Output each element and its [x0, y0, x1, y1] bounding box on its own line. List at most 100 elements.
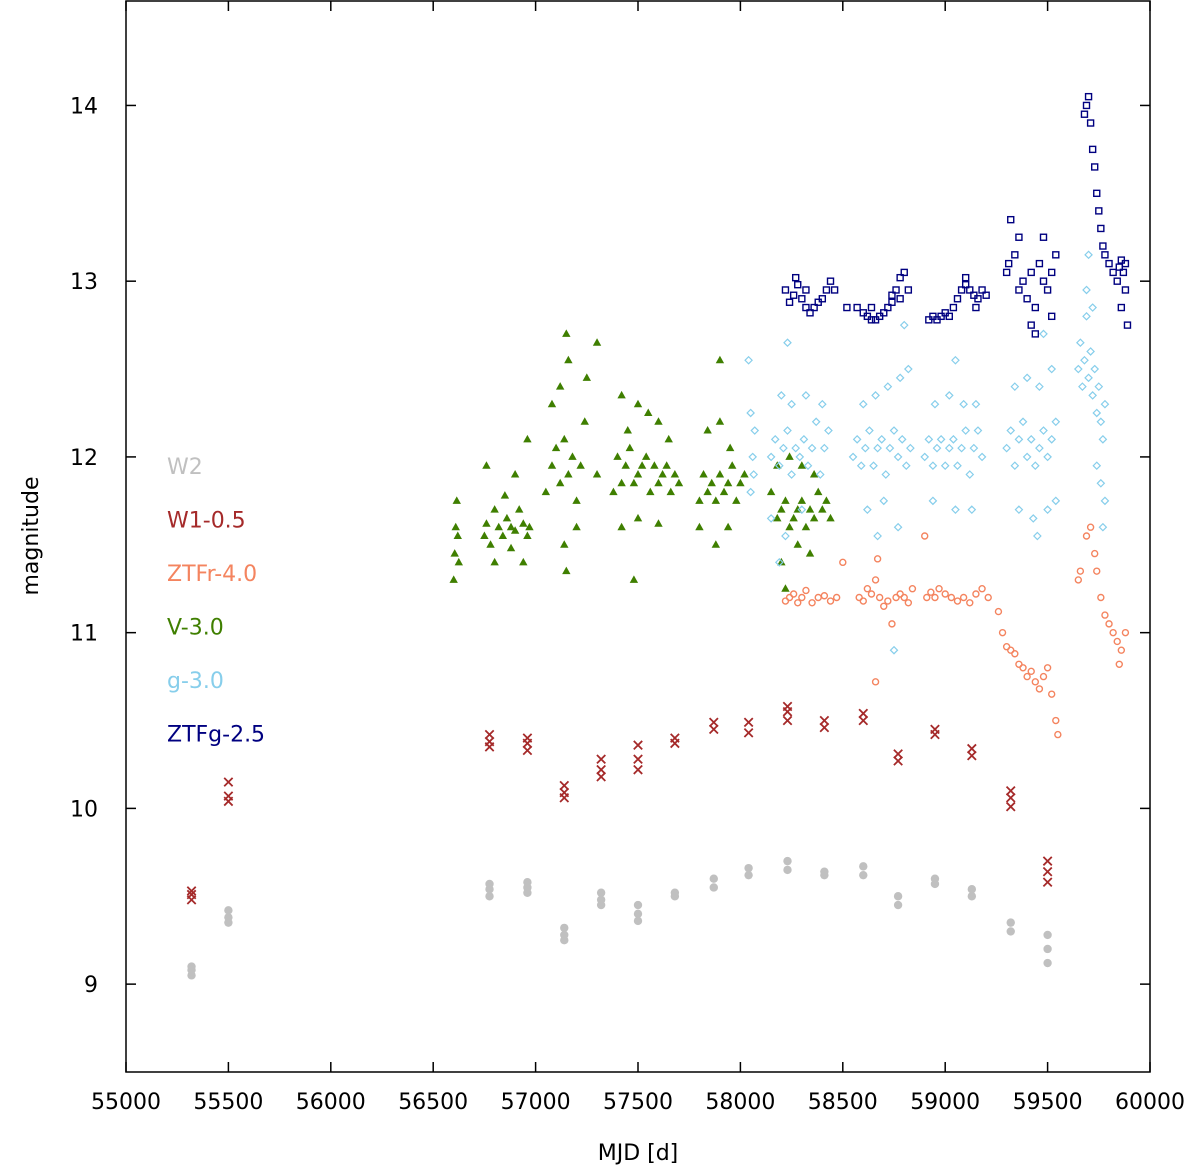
- data-point: [1039, 329, 1048, 339]
- data-point: [781, 496, 790, 504]
- data-point: [930, 724, 940, 735]
- data-point: [1042, 866, 1053, 877]
- data-point: [486, 540, 495, 548]
- data-point: [799, 434, 809, 444]
- data-point: [555, 478, 565, 487]
- data-point: [1023, 672, 1031, 681]
- data-point: [1105, 620, 1113, 628]
- data-point: [787, 399, 796, 409]
- data-point: [888, 298, 896, 306]
- data-point: [903, 364, 913, 374]
- data-point: [547, 461, 557, 469]
- data-point: [971, 399, 981, 409]
- data-point: [743, 717, 754, 728]
- data-point: [822, 286, 831, 294]
- data-point: [1105, 259, 1113, 268]
- data-point: [774, 461, 784, 471]
- data-point: [1101, 611, 1109, 619]
- data-point: [1011, 650, 1019, 658]
- data-point: [966, 743, 977, 754]
- data-point: [791, 443, 801, 453]
- data-point: [1042, 877, 1053, 888]
- data-point: [1082, 285, 1091, 295]
- data-point: [670, 888, 680, 897]
- data-point: [1010, 382, 1020, 391]
- series-v-3-0: [449, 329, 835, 592]
- data-point: [711, 496, 721, 504]
- data-point: [617, 522, 626, 531]
- data-point: [1005, 793, 1016, 803]
- data-point: [1082, 101, 1091, 110]
- data-point: [625, 443, 635, 452]
- data-point: [820, 592, 829, 600]
- data-point: [1043, 664, 1052, 672]
- data-point: [623, 426, 632, 434]
- data-point: [1073, 364, 1083, 374]
- data-point: [748, 452, 758, 462]
- data-point: [1098, 434, 1108, 444]
- data-point: [1019, 664, 1027, 672]
- data-point: [502, 513, 512, 522]
- y-tick-label: 11: [70, 622, 98, 647]
- data-point: [785, 452, 794, 460]
- data-point: [1006, 426, 1016, 435]
- data-point: [1006, 918, 1015, 927]
- data-point: [783, 426, 792, 435]
- data-point: [711, 540, 721, 548]
- y-tick-label: 10: [70, 797, 98, 822]
- series-ztfr-4-0: [781, 523, 1130, 739]
- data-point: [871, 678, 880, 686]
- data-point: [621, 461, 630, 469]
- legend: W2 W1-0.5 ZTFr-4.0 V-3.0 g-3.0 ZTFg-2.5: [167, 455, 265, 748]
- data-point: [802, 586, 810, 595]
- data-point: [633, 469, 643, 478]
- data-point: [953, 597, 962, 605]
- data-point: [805, 549, 815, 557]
- data-point: [923, 593, 931, 602]
- data-point: [869, 461, 878, 471]
- data-point: [1022, 452, 1032, 462]
- legend-entry: V-3.0: [167, 616, 224, 641]
- data-point: [1091, 163, 1099, 171]
- data-point: [1015, 233, 1023, 241]
- data-point: [646, 487, 655, 496]
- data-point: [930, 874, 940, 883]
- data-point: [927, 588, 935, 596]
- data-point: [1047, 364, 1057, 374]
- data-point: [454, 557, 463, 566]
- data-point: [803, 461, 813, 471]
- data-point: [1090, 364, 1100, 374]
- data-point: [666, 487, 675, 496]
- data-point: [978, 286, 986, 294]
- data-point: [1121, 286, 1130, 294]
- data-point: [187, 962, 196, 971]
- data-point: [944, 391, 954, 400]
- data-point: [670, 469, 680, 478]
- data-point: [880, 309, 888, 317]
- data-point: [633, 399, 643, 408]
- data-point: [633, 754, 643, 765]
- data-point: [1014, 505, 1024, 514]
- data-point: [568, 452, 577, 460]
- data-point: [1113, 637, 1121, 646]
- data-point: [1031, 678, 1040, 686]
- data-point: [224, 913, 233, 922]
- data-point: [944, 443, 954, 453]
- data-point: [1039, 426, 1048, 435]
- data-point: [709, 874, 718, 883]
- data-point: [777, 505, 786, 513]
- data-point: [664, 434, 673, 443]
- data-point: [1007, 215, 1015, 224]
- data-point: [931, 593, 939, 602]
- data-point: [893, 522, 903, 532]
- data-point: [500, 491, 510, 499]
- data-point: [888, 620, 896, 628]
- data-point: [1035, 443, 1044, 453]
- series-w2: [187, 856, 1052, 980]
- data-point: [1014, 434, 1024, 444]
- data-point: [1033, 531, 1042, 541]
- data-point: [1100, 496, 1110, 506]
- data-point: [820, 867, 829, 876]
- data-point: [1011, 251, 1019, 259]
- data-point: [949, 303, 958, 312]
